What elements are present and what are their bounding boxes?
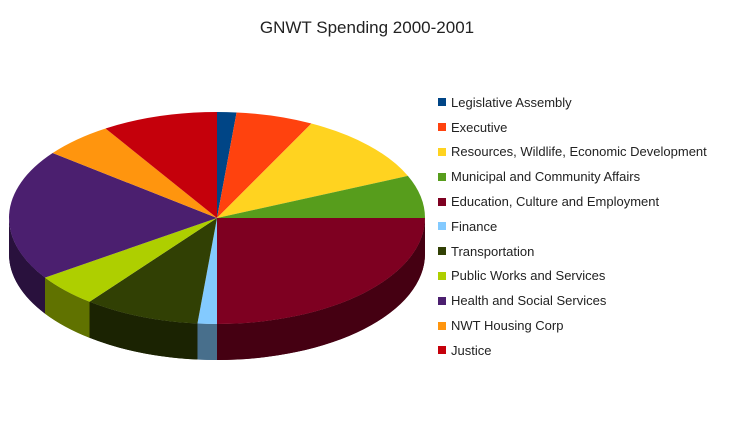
legend-swatch (438, 296, 446, 305)
pie-slice-education-culture-and-employment (217, 218, 425, 324)
pie-slice-municipal-and-community-affairs (217, 175, 425, 218)
pie-sides (9, 218, 425, 360)
legend-item-public-works-and-services: Public Works and Services (438, 264, 707, 289)
legend-swatch (438, 172, 446, 181)
pie-side-transportation (89, 301, 198, 360)
legend-swatch (438, 247, 446, 256)
legend-swatch (438, 197, 446, 206)
legend-label: Municipal and Community Affairs (451, 169, 641, 185)
legend-swatch (438, 147, 446, 156)
legend-swatch (438, 98, 446, 107)
pie-slice-health-and-social-services (8, 153, 218, 278)
legend-label: Legislative Assembly (451, 94, 572, 110)
legend-item-executive: Executive (438, 115, 707, 140)
legend-item-education-culture-and-employment: Education, Culture and Employment (438, 189, 707, 214)
pie-slice-legislative-assembly (217, 112, 237, 218)
legend-item-transportation: Transportation (438, 239, 707, 264)
chart-legend: Legislative Assembly Executive Resources, … (438, 90, 707, 363)
pie-side-finance (197, 323, 217, 360)
legend-item-justice: Justice (438, 338, 707, 363)
legend-label: Executive (451, 119, 508, 135)
pie-side-education-culture-and-employment (217, 218, 425, 360)
pie-slice-finance (197, 218, 217, 324)
legend-label: Education, Culture and Employment (451, 194, 660, 210)
legend-item-resources-wildlife-economic-development: Resources, Wildlife, Economic Developmen… (438, 140, 707, 165)
legend-swatch (438, 123, 446, 132)
legend-swatch (438, 271, 446, 280)
legend-label: Transportation (451, 243, 535, 259)
pie-slice-nwt-housing-corp (52, 128, 217, 218)
pie-slice-justice (105, 112, 217, 218)
legend-item-nwt-housing-corp: NWT Housing Corp (438, 313, 707, 338)
legend-item-finance: Finance (438, 214, 707, 239)
legend-label: Justice (451, 342, 492, 358)
chart-title: GNWT Spending 2000-2001 (259, 18, 475, 37)
pie-side-health-and-social-services (9, 218, 45, 314)
legend-label: Health and Social Services (451, 293, 607, 309)
legend-swatch (438, 222, 446, 231)
legend-label: NWT Housing Corp (451, 318, 564, 334)
pie-top (8, 112, 425, 324)
pie-slice-transportation (89, 218, 217, 324)
legend-label: Public Works and Services (451, 268, 606, 284)
pie-slice-executive (217, 112, 312, 218)
pie-slice-public-works-and-services (44, 218, 217, 302)
legend-swatch (438, 346, 446, 355)
legend-item-municipal-and-community-affairs: Municipal and Community Affairs (438, 164, 707, 189)
legend-item-legislative-assembly: Legislative Assembly (438, 90, 707, 115)
legend-label: Resources, Wildlife, Economic Developmen… (451, 144, 707, 160)
pie-slice-resources-wildlife-economic-development (217, 123, 408, 218)
pie-side-public-works-and-services (44, 277, 90, 338)
legend-swatch (438, 321, 446, 330)
legend-label: Finance (451, 218, 498, 234)
legend-item-health-and-social-services: Health and Social Services (438, 288, 707, 313)
